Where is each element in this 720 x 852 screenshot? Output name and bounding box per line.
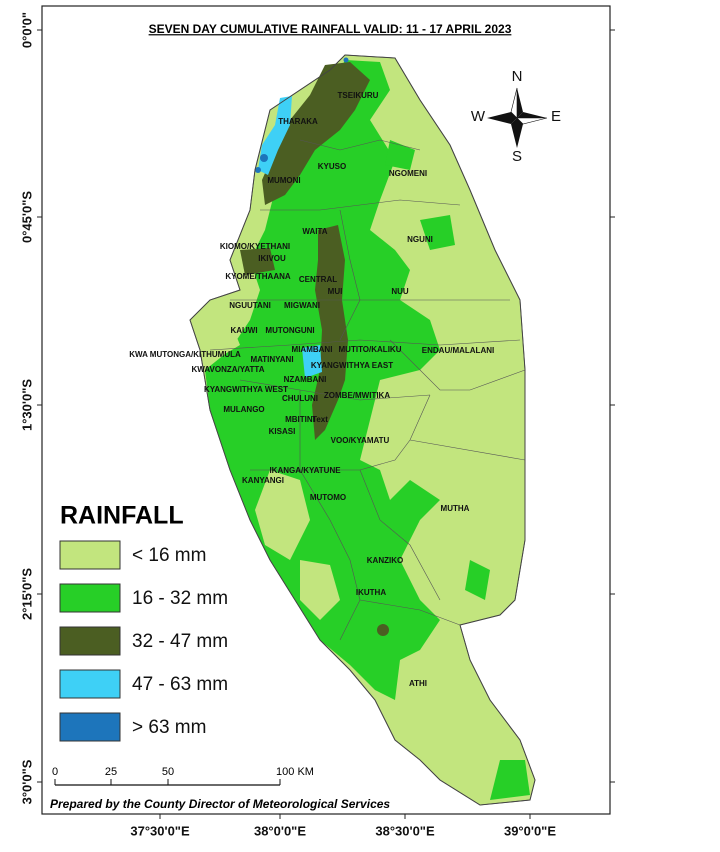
place-label: KYUSO [318, 162, 346, 171]
place-label: NGUUTANI [229, 301, 271, 310]
longitude-label: 39°0'0"E [504, 823, 556, 838]
place-label: NUU [391, 287, 409, 296]
place-label: IKUTHA [356, 588, 386, 597]
place-label: MUI [328, 287, 343, 296]
place-label: MATINYANI [250, 355, 293, 364]
credit: Prepared by the County Director of Meteo… [50, 797, 390, 811]
place-label: MIAMBANI [292, 345, 333, 354]
place-label: MUTITO/KALIKU [339, 345, 402, 354]
legend-label: 32 - 47 mm [132, 631, 228, 652]
place-label: THARAKA [278, 117, 318, 126]
scale-label: 50 [162, 766, 174, 778]
place-label: NGUNI [407, 235, 433, 244]
place-label: KYOME/THAANA [225, 272, 291, 281]
place-label: VOO/KYAMATU [331, 436, 390, 445]
latitude-label: 0°0'0" [19, 12, 34, 48]
place-label: MUMONI [267, 176, 300, 185]
compass-label: E [551, 108, 561, 125]
place-labels: TSEIKURU THARAKA KYUSO MUMONI NGOMENI WA… [129, 91, 494, 688]
rainfall-32-47 [240, 62, 389, 636]
place-label: MUTONGUNI [265, 326, 314, 335]
legend-label: 16 - 32 mm [132, 588, 228, 609]
legend-label: < 16 mm [132, 545, 206, 566]
place-label: CENTRAL [299, 275, 337, 284]
compass-label: S [512, 148, 522, 165]
legend-label: 47 - 63 mm [132, 674, 228, 695]
longitude-label: 37°30'0"E [130, 823, 190, 838]
legend-swatch [59, 712, 121, 742]
map-title: SEVEN DAY CUMULATIVE RAINFALL VALID: 11 … [149, 22, 512, 36]
place-label: NZAMBANI [284, 375, 327, 384]
legend: RAINFALL < 16 mm 16 - 32 mm 32 - 47 mm 47 -… [48, 495, 233, 757]
region-outline [189, 54, 536, 806]
place-label: KIOMO/KYETHANI [220, 242, 290, 251]
rainfall-above-63 [255, 57, 349, 173]
place-label: WAITA [302, 227, 327, 236]
legend-swatch [59, 626, 121, 656]
ward-boundaries [209, 139, 526, 641]
compass-label: N [512, 68, 523, 85]
place-label: KYANGWITHYA WEST [204, 385, 288, 394]
place-label: IKIVOU [258, 254, 286, 263]
place-label: Text [312, 415, 328, 424]
longitude-label: 38°30'0"E [375, 823, 435, 838]
longitude-label: 38°0'0"E [254, 823, 306, 838]
scale-bar: 0 25 50 100 KM [48, 758, 318, 798]
place-label: CHULUNI [282, 394, 318, 403]
place-label: TSEIKURU [338, 91, 379, 100]
scale-label: 25 [105, 766, 117, 778]
place-label: MUTOMO [310, 493, 346, 502]
place-label: KANZIKO [367, 556, 403, 565]
place-label: NGOMENI [389, 169, 427, 178]
scale-label: 0 [52, 766, 58, 778]
legend-label: > 63 mm [132, 717, 206, 738]
legend-title: RAINFALL [60, 502, 184, 530]
place-label: ZOMBE/MWITIKA [324, 391, 390, 400]
place-label: KWAVONZA/YATTA [191, 365, 264, 374]
place-label: MIGWANI [284, 301, 320, 310]
scale-label: 100 KM [276, 766, 314, 778]
compass-rose: N S E W [471, 68, 561, 165]
legend-swatch [59, 540, 121, 570]
place-label: ATHI [409, 679, 427, 688]
legend-swatch [59, 583, 121, 613]
place-label: KAUWI [230, 326, 257, 335]
legend-swatch [59, 669, 121, 699]
place-label: MUTHA [441, 504, 470, 513]
place-label: KISASI [269, 427, 296, 436]
place-label: ENDAU/MALALANI [422, 346, 494, 355]
graticule [37, 29, 615, 819]
place-label: IKANGA/KYATUNE [269, 466, 341, 475]
place-label: KYANGWITHYA EAST [311, 361, 393, 370]
place-label: KANYANGI [242, 476, 284, 485]
latitude-label: 3°0'0"S [19, 759, 34, 804]
place-label: MULANGO [223, 405, 264, 414]
place-label: MBITINI [285, 415, 315, 424]
latitude-label: 1°30'0"S [19, 379, 34, 431]
compass-label: W [471, 108, 486, 125]
latitude-label: 0°45'0"S [19, 191, 34, 243]
place-label: KWA MUTONGA/KITHUMULA [129, 350, 241, 359]
latitude-label: 2°15'0"S [19, 568, 34, 620]
